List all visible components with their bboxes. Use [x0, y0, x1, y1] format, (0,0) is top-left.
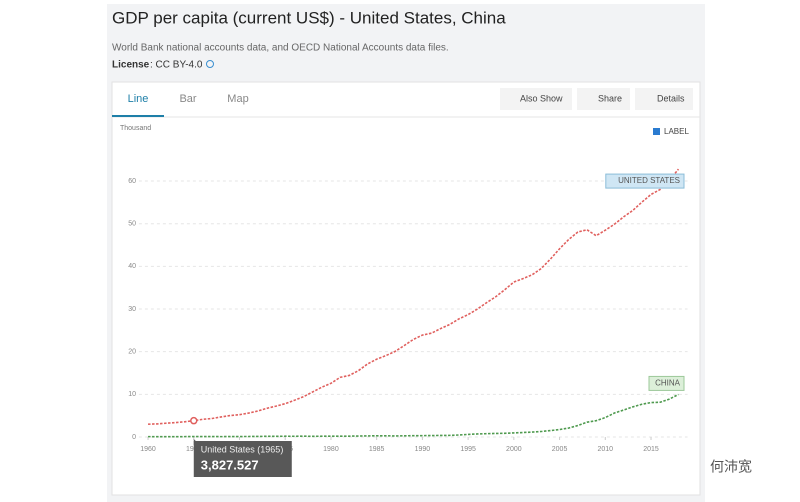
x-tick-label: 2005: [552, 446, 568, 453]
series-label: CHINA: [655, 379, 681, 388]
y-tick-label: 20: [128, 349, 136, 356]
y-axis-label: Thousand: [120, 125, 151, 132]
highlight-point: [190, 416, 198, 425]
label-checkbox[interactable]: [653, 128, 660, 135]
title: GDP per capita (current US$) - United St…: [112, 8, 506, 27]
tooltip: [193, 441, 292, 477]
series-label: UNITED STATES: [618, 176, 680, 185]
x-tick-label: 2000: [506, 446, 522, 453]
watermark: 何沛宽: [710, 459, 752, 475]
license-value: : CC BY-4.0: [150, 60, 203, 71]
details-button[interactable]: [635, 88, 693, 110]
source: World Bank national accounts data, and O…: [112, 43, 449, 54]
info-icon[interactable]: [206, 60, 214, 68]
y-tick-label: 50: [128, 221, 136, 228]
tooltip-value: 3,827.527: [201, 457, 259, 472]
x-tick-label: 2010: [598, 446, 614, 453]
x-tick-label: 1980: [323, 446, 339, 453]
share-button[interactable]: [577, 88, 630, 110]
series-label-box: [605, 173, 685, 189]
series-label-box: [648, 375, 685, 391]
tab-bar[interactable]: Bar: [179, 93, 196, 105]
x-tick-label: 1995: [460, 446, 476, 453]
y-tick-label: 30: [128, 306, 136, 313]
tooltip-title: United States (1965): [201, 444, 284, 454]
y-tick-label: 10: [128, 391, 136, 398]
series-line: [148, 168, 680, 425]
y-tick-label: 60: [128, 178, 136, 185]
license-label: License: [112, 60, 150, 71]
x-tick-label: 1985: [369, 446, 385, 453]
also-show-label: Also Show: [520, 93, 563, 103]
share-label: Share: [598, 93, 622, 103]
tab-underline: [112, 115, 164, 117]
tab-map[interactable]: Map: [227, 93, 248, 105]
x-tick-label: 1960: [140, 446, 156, 453]
x-tick-label: 1990: [415, 446, 431, 453]
y-tick-label: 0: [132, 434, 136, 441]
chart-panel: [111, 81, 701, 496]
also-show-button[interactable]: [500, 88, 572, 110]
y-tick-label: 40: [128, 263, 136, 270]
tab-line[interactable]: Line: [128, 93, 149, 105]
details-label: Details: [657, 93, 685, 103]
series-line: [148, 393, 679, 438]
x-tick-label: 2015: [643, 446, 659, 453]
label-toggle: LABEL: [664, 127, 689, 136]
